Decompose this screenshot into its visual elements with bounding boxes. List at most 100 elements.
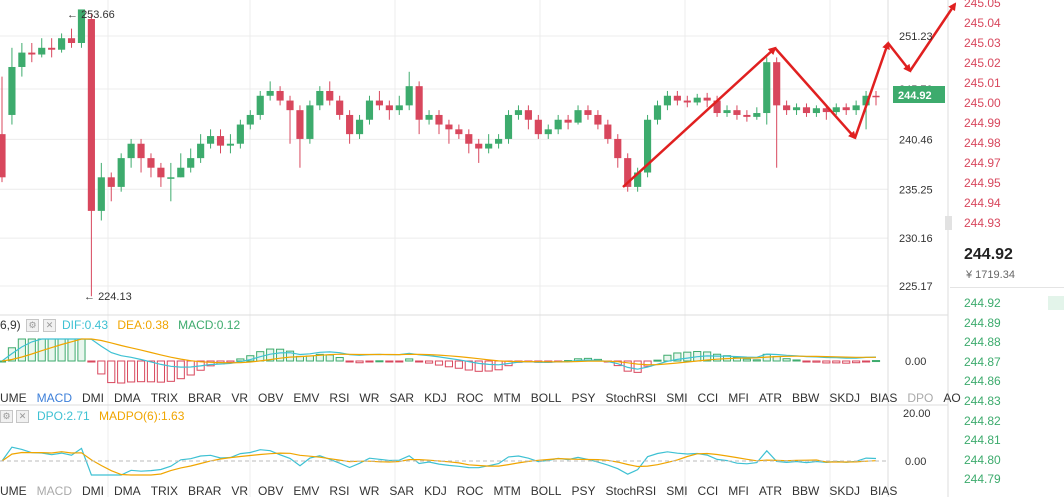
ask-price[interactable]: 245.04 bbox=[964, 16, 1001, 30]
macd-bar bbox=[395, 360, 404, 363]
bid-price[interactable]: 244.81 bbox=[964, 433, 1001, 448]
indicator-tab-psy[interactable]: PSY bbox=[571, 484, 596, 498]
ask-price[interactable]: 244.97 bbox=[964, 156, 1001, 170]
bid-price[interactable]: 244.89 bbox=[964, 315, 1001, 330]
indicator-tab-roc[interactable]: ROC bbox=[456, 484, 484, 498]
indicator-tab-trix[interactable]: TRIX bbox=[150, 391, 179, 405]
last-price-cny: ¥ 1719.34 bbox=[966, 269, 1015, 281]
indicator-tab-mtm[interactable]: MTM bbox=[493, 391, 521, 405]
bid-price[interactable]: 244.83 bbox=[964, 394, 1001, 408]
indicator-tab-boll[interactable]: BOLL bbox=[530, 391, 562, 405]
indicator-tab-smi[interactable]: SMI bbox=[666, 484, 688, 498]
indicator-tab-bias[interactable]: BIAS bbox=[870, 391, 898, 405]
indicator-tab-vr[interactable]: VR bbox=[231, 391, 249, 405]
ask-price[interactable]: 245.03 bbox=[964, 36, 1001, 50]
indicator-tab-atr[interactable]: ATR bbox=[758, 391, 782, 405]
indicator-tab-vr[interactable]: VR bbox=[231, 484, 249, 498]
dpo-close-icon[interactable]: ✕ bbox=[16, 410, 29, 423]
orderbook-separator bbox=[950, 287, 1064, 288]
ask-price[interactable]: 245.01 bbox=[964, 76, 1001, 90]
indicator-tab-ao[interactable]: AO bbox=[943, 391, 961, 405]
ask-price[interactable]: 245.00 bbox=[964, 96, 1001, 110]
macd-close-icon[interactable]: ✕ bbox=[43, 319, 56, 332]
indicator-tab-trix[interactable]: TRIX bbox=[150, 484, 179, 498]
indicator-tab-atr[interactable]: ATR bbox=[758, 484, 782, 498]
indicator-tab-kdj[interactable]: KDJ bbox=[424, 484, 447, 498]
indicator-tab-macd[interactable]: MACD bbox=[36, 484, 73, 498]
ask-price[interactable]: 244.99 bbox=[964, 116, 1001, 130]
indicator-tab-dma[interactable]: DMA bbox=[114, 484, 141, 498]
indicator-tab-bias[interactable]: BIAS bbox=[870, 484, 898, 498]
indicator-tab-smi[interactable]: SMI bbox=[666, 391, 688, 405]
indicator-tab-wr[interactable]: WR bbox=[359, 484, 380, 498]
indicator-tab-obv[interactable]: OBV bbox=[258, 391, 284, 405]
macd-bar bbox=[117, 360, 126, 384]
indicator-tab-boll[interactable]: BOLL bbox=[530, 484, 562, 498]
indicator-tab-sar[interactable]: SAR bbox=[389, 484, 415, 498]
indicator-tab-ume[interactable]: UME bbox=[0, 484, 27, 498]
candles-layer bbox=[0, 9, 880, 297]
indicator-tab-rsi[interactable]: RSI bbox=[329, 484, 350, 498]
madpo-label: MADPO(6):1.63 bbox=[99, 409, 185, 423]
ask-price[interactable]: 245.02 bbox=[964, 56, 1001, 70]
dpo-settings-icon[interactable]: ⚙ bbox=[0, 410, 13, 423]
indicator-tab-dma[interactable]: DMA bbox=[114, 391, 141, 405]
ask-price[interactable]: 244.95 bbox=[964, 176, 1001, 190]
macd-values: DIF:0.43 DEA:0.38 MACD:0.12 bbox=[62, 318, 240, 332]
macd-layer bbox=[0, 338, 881, 384]
bid-price[interactable]: 244.80 bbox=[964, 452, 1001, 467]
bid-price[interactable]: 244.87 bbox=[964, 354, 1001, 369]
indicator-tab-sar[interactable]: SAR bbox=[389, 391, 415, 405]
indicator-tab-cci[interactable]: CCI bbox=[697, 391, 719, 405]
indicator-tab-emv[interactable]: EMV bbox=[293, 484, 320, 498]
candle-body bbox=[87, 19, 95, 211]
macd-bar bbox=[484, 360, 493, 372]
indicator-tab-skdj[interactable]: SKDJ bbox=[829, 391, 861, 405]
indicator-tab-dpo[interactable]: DPO bbox=[907, 391, 934, 405]
indicator-tab-bbw[interactable]: BBW bbox=[791, 484, 820, 498]
candle-body bbox=[574, 110, 582, 123]
indicator-tab-psy[interactable]: PSY bbox=[571, 391, 596, 405]
bid-price[interactable]: 244.88 bbox=[964, 335, 1001, 350]
indicator-tab-dmi[interactable]: DMI bbox=[82, 391, 105, 405]
macd-bar bbox=[156, 360, 165, 383]
indicator-tab-skdj[interactable]: SKDJ bbox=[829, 484, 861, 498]
indicator-tab-bbw[interactable]: BBW bbox=[791, 391, 820, 405]
trend-arrow-segment bbox=[622, 46, 777, 188]
indicator-tab-cci[interactable]: CCI bbox=[697, 484, 719, 498]
indicator-tab-dmi[interactable]: DMI bbox=[82, 484, 105, 498]
macd-bar bbox=[127, 360, 136, 383]
indicator-tab-stochrsi[interactable]: StochRSI bbox=[605, 391, 657, 405]
indicator-tab-wr[interactable]: WR bbox=[359, 391, 380, 405]
candle-body bbox=[594, 114, 602, 125]
expand-handle[interactable] bbox=[945, 216, 952, 230]
indicator-tab-mfi[interactable]: MFI bbox=[728, 391, 749, 405]
indicator-tab-stochrsi[interactable]: StochRSI bbox=[605, 484, 657, 498]
indicator-tab-mfi[interactable]: MFI bbox=[728, 484, 749, 498]
indicator-tab-macd[interactable]: MACD bbox=[36, 391, 73, 405]
indicator-tab-rsi[interactable]: RSI bbox=[329, 391, 350, 405]
macd-bar bbox=[226, 360, 235, 363]
candle-body bbox=[703, 97, 711, 101]
indicator-tab-kdj[interactable]: KDJ bbox=[424, 391, 447, 405]
bid-price[interactable]: 244.82 bbox=[964, 413, 1001, 428]
indicator-tab-ume[interactable]: UME bbox=[0, 391, 27, 405]
indicator-tab-brar[interactable]: BRAR bbox=[188, 484, 222, 498]
ask-price[interactable]: 245.05 bbox=[964, 0, 1001, 10]
macd-bar bbox=[861, 360, 871, 363]
bid-price[interactable]: 244.92 bbox=[964, 296, 1001, 310]
candle-body bbox=[286, 100, 294, 111]
ask-price[interactable]: 244.93 bbox=[964, 216, 1001, 230]
indicator-tab-roc[interactable]: ROC bbox=[456, 391, 484, 405]
candle-body bbox=[475, 143, 483, 149]
macd-settings-icon[interactable]: ⚙ bbox=[26, 319, 39, 332]
ask-price[interactable]: 244.98 bbox=[964, 136, 1001, 150]
indicator-tab-brar[interactable]: BRAR bbox=[188, 391, 222, 405]
bid-price[interactable]: 244.86 bbox=[964, 374, 1001, 389]
candle-body bbox=[346, 114, 354, 135]
indicator-tab-obv[interactable]: OBV bbox=[258, 484, 284, 498]
indicator-tab-mtm[interactable]: MTM bbox=[493, 484, 521, 498]
ask-price[interactable]: 244.94 bbox=[964, 196, 1001, 210]
bid-price[interactable]: 244.79 bbox=[964, 472, 1001, 487]
indicator-tab-emv[interactable]: EMV bbox=[293, 391, 320, 405]
